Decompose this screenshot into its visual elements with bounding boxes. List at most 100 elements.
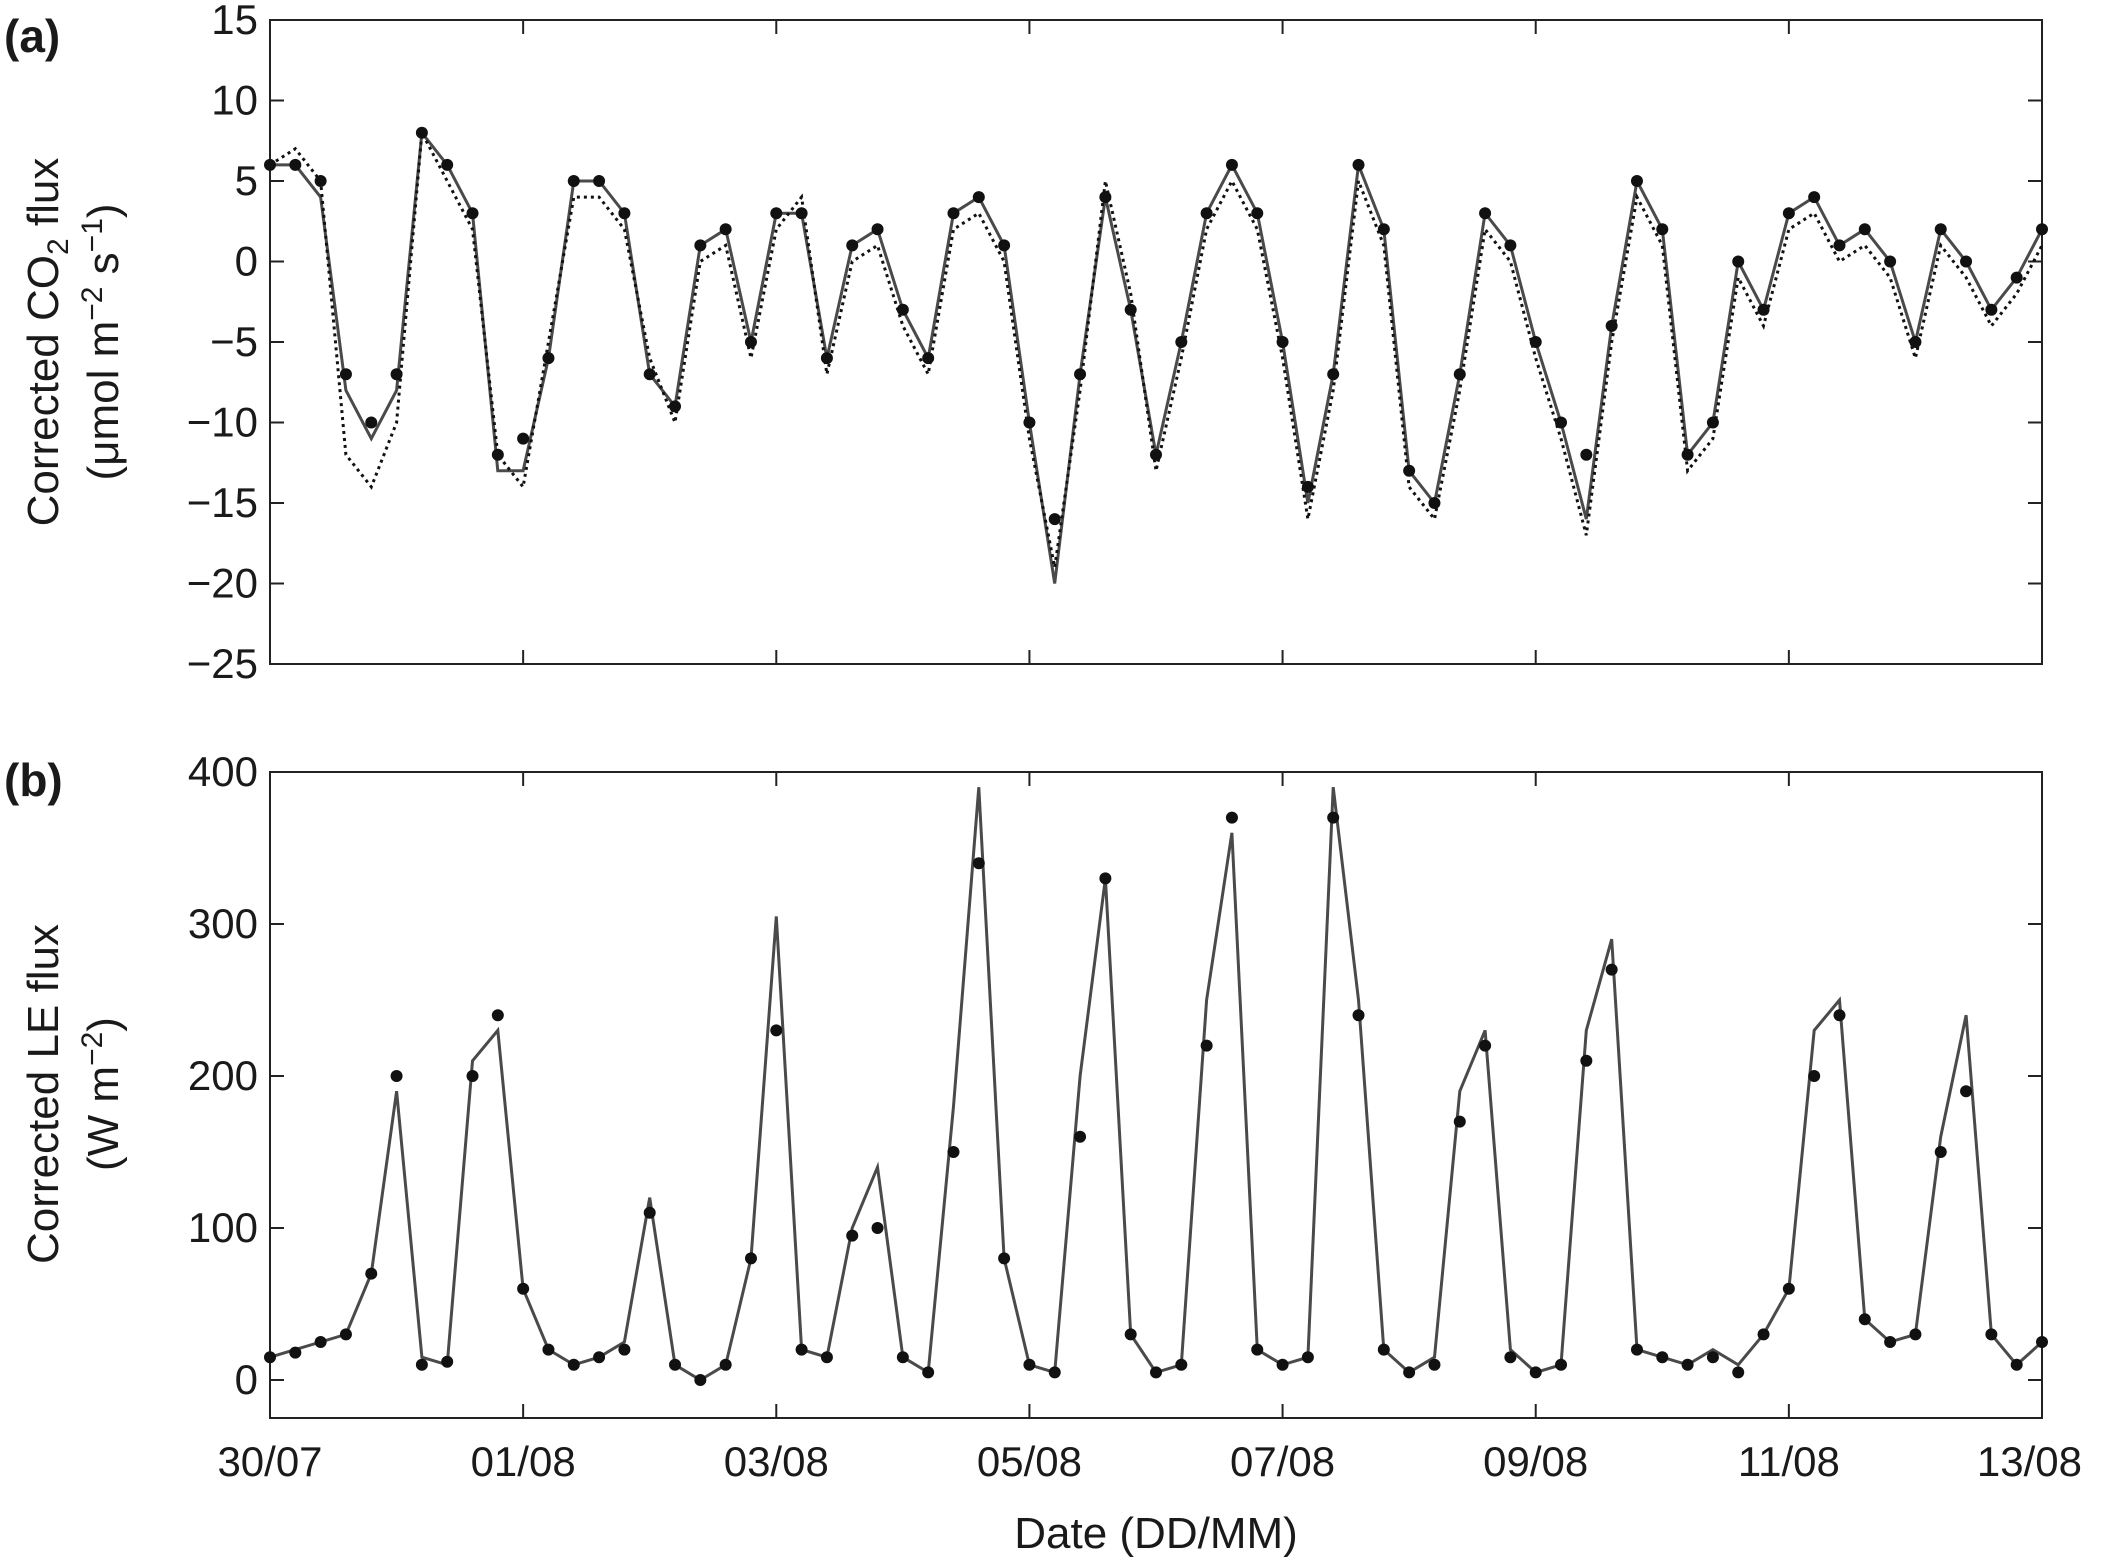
data-marker bbox=[947, 207, 960, 220]
data-marker bbox=[1150, 1366, 1162, 1379]
y-tick-label: 100 bbox=[188, 1204, 258, 1251]
dotted-series-line bbox=[269, 127, 2044, 568]
data-marker bbox=[1200, 207, 1213, 220]
data-marker bbox=[1580, 448, 1593, 461]
data-marker bbox=[871, 1222, 884, 1234]
data-marker bbox=[441, 158, 454, 171]
panel-b-ylabel-line1: Corrected LE flux bbox=[19, 924, 68, 1264]
data-marker bbox=[1909, 336, 1922, 348]
data-marker bbox=[2036, 1336, 2048, 1348]
data-marker bbox=[846, 1229, 859, 1242]
solid-series-line bbox=[270, 128, 2044, 584]
data-marker bbox=[1681, 448, 1694, 461]
data-marker bbox=[618, 207, 631, 220]
data-marker bbox=[1656, 223, 1669, 236]
data-marker bbox=[1352, 1009, 1365, 1022]
y-tick-label: −25 bbox=[187, 640, 258, 687]
data-marker bbox=[1479, 207, 1492, 220]
data-marker bbox=[1934, 223, 1947, 236]
data-marker bbox=[1858, 1313, 1871, 1326]
data-marker bbox=[846, 239, 859, 252]
data-marker bbox=[1276, 1358, 1289, 1371]
data-marker bbox=[1808, 191, 1821, 204]
data-marker bbox=[1808, 1070, 1821, 1082]
data-marker bbox=[1352, 158, 1365, 171]
data-marker bbox=[744, 336, 757, 348]
data-marker bbox=[820, 1351, 833, 1364]
data-marker bbox=[1985, 303, 1998, 316]
data-marker bbox=[542, 352, 555, 365]
data-marker bbox=[339, 368, 352, 381]
data-marker bbox=[1960, 1085, 1973, 1098]
data-marker bbox=[1630, 1343, 1643, 1356]
data-marker bbox=[264, 1351, 276, 1364]
y-tick-label: 5 bbox=[235, 157, 258, 204]
x-tick-label: 30/07 bbox=[217, 1438, 322, 1485]
data-marker bbox=[1175, 336, 1188, 348]
x-tick-label: 05/08 bbox=[977, 1438, 1082, 1485]
y-tick-label: −5 bbox=[210, 318, 258, 365]
data-marker bbox=[972, 857, 985, 870]
data-marker bbox=[1175, 1358, 1188, 1371]
data-marker bbox=[922, 1366, 935, 1379]
data-marker bbox=[1884, 1336, 1897, 1348]
data-marker bbox=[1225, 811, 1238, 824]
data-marker bbox=[1706, 1351, 1719, 1364]
data-marker bbox=[1580, 1054, 1593, 1067]
data-marker bbox=[1555, 1358, 1568, 1371]
x-axis-title: Date (DD/MM) bbox=[1014, 1509, 1298, 1558]
data-marker bbox=[593, 175, 606, 187]
data-marker bbox=[1833, 239, 1846, 252]
data-marker bbox=[1225, 158, 1238, 171]
data-marker bbox=[896, 303, 909, 316]
panel-a-series bbox=[264, 126, 2048, 584]
panel-b-x-axis: 30/07 01/08 03/08 05/08 07/08 09/08 11/08 13/08 bbox=[217, 772, 2082, 1485]
data-marker bbox=[643, 1206, 656, 1219]
data-marker bbox=[365, 416, 378, 429]
data-marker bbox=[1706, 416, 1719, 429]
data-marker bbox=[415, 126, 428, 139]
data-marker bbox=[1327, 368, 1340, 381]
data-marker bbox=[1858, 223, 1871, 236]
x-tick-label: 11/08 bbox=[1738, 1438, 1840, 1485]
data-marker bbox=[795, 207, 808, 220]
data-marker bbox=[643, 368, 656, 381]
data-marker bbox=[1479, 1039, 1492, 1052]
panel-b-ylabel-line2: (W m−2) bbox=[76, 1017, 128, 1171]
data-marker bbox=[719, 223, 732, 236]
data-marker bbox=[441, 1355, 454, 1368]
data-marker bbox=[1403, 464, 1416, 477]
data-marker bbox=[2010, 271, 2023, 284]
panel-b-le-flux: (b) 0 100 200 300 400 30/07 01/08 03/08 05/08 07… bbox=[4, 748, 2082, 1485]
solid-series-line bbox=[269, 787, 2044, 1382]
data-marker bbox=[922, 352, 935, 365]
data-marker bbox=[1681, 1358, 1694, 1371]
data-marker bbox=[466, 207, 479, 220]
data-marker bbox=[947, 1146, 960, 1158]
y-tick-label: 0 bbox=[235, 1356, 258, 1403]
data-marker bbox=[1276, 336, 1289, 348]
data-marker bbox=[1099, 872, 1112, 885]
y-tick-label: −10 bbox=[187, 399, 258, 446]
data-marker bbox=[1403, 1366, 1416, 1379]
data-marker bbox=[1023, 1358, 1036, 1371]
panel-a-y-axis: −25 −20 −15 −10 −5 0 5 10 15 bbox=[187, 0, 2042, 687]
y-tick-label: 10 bbox=[211, 77, 258, 124]
data-marker bbox=[1605, 963, 1618, 976]
data-marker bbox=[1453, 368, 1466, 381]
data-marker bbox=[1909, 1328, 1922, 1341]
data-marker bbox=[998, 239, 1011, 252]
data-marker bbox=[770, 1024, 783, 1037]
data-marker bbox=[1504, 1351, 1517, 1364]
data-marker bbox=[1023, 416, 1036, 429]
data-marker bbox=[390, 368, 403, 381]
data-marker bbox=[1200, 1039, 1213, 1052]
data-marker bbox=[669, 400, 682, 413]
data-marker bbox=[517, 1282, 530, 1295]
data-marker bbox=[795, 1343, 808, 1356]
data-marker bbox=[415, 1358, 428, 1371]
panel-b-y-axis: 0 100 200 300 400 bbox=[188, 748, 2042, 1403]
data-marker bbox=[1150, 448, 1162, 461]
data-marker bbox=[491, 1009, 504, 1022]
